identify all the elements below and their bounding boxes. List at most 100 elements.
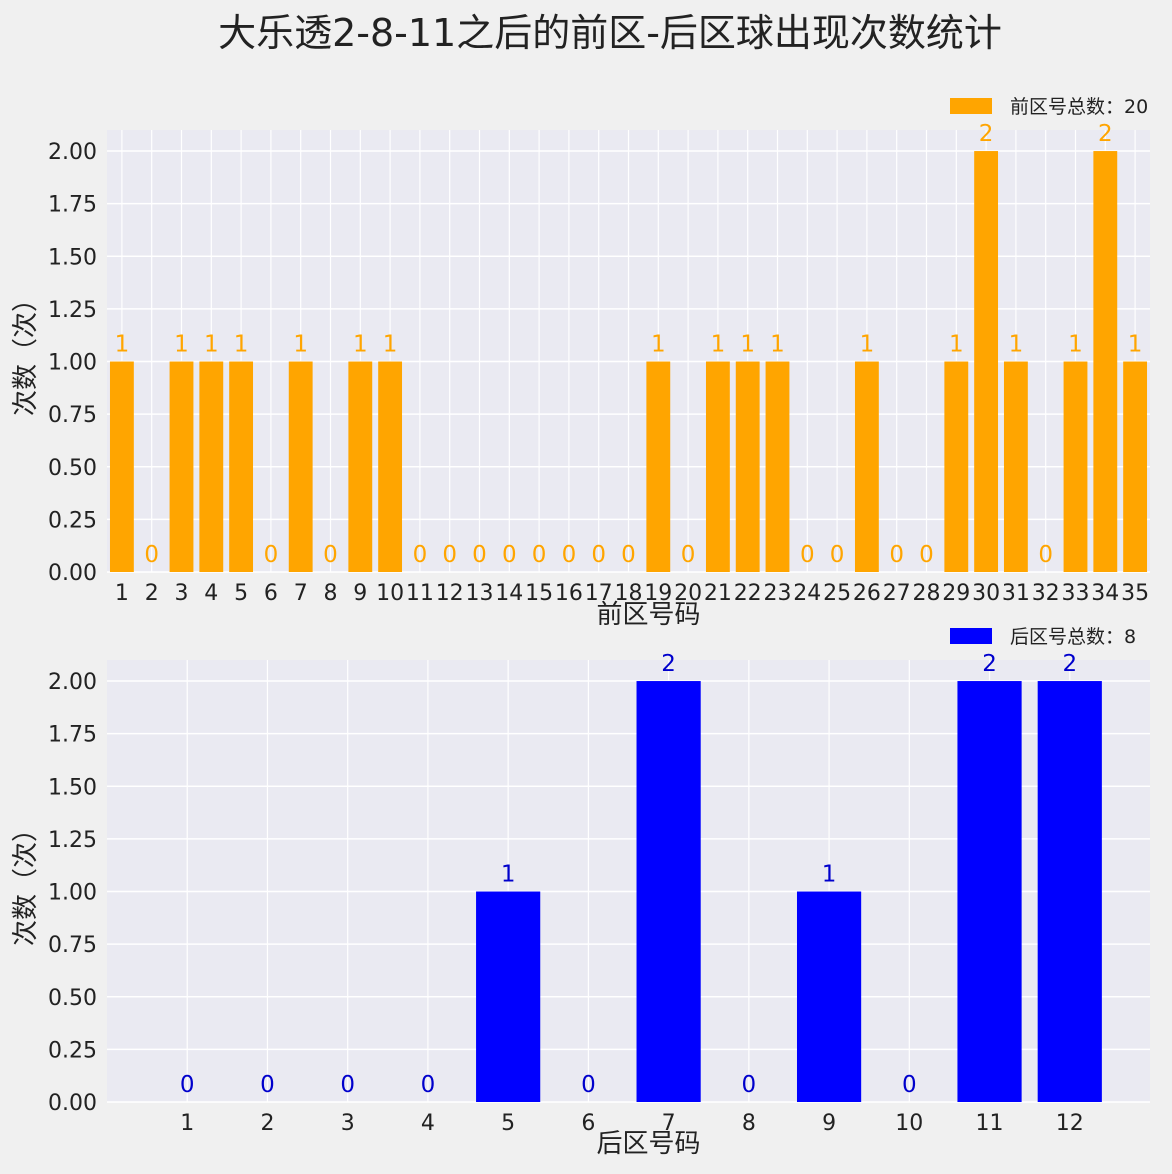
x-tick-label: 19 [644, 581, 672, 606]
x-tick-label: 10 [895, 1111, 923, 1136]
x-tick-label: 9 [353, 581, 367, 606]
x-tick-label: 3 [341, 1111, 355, 1136]
bar-value-label: 1 [174, 332, 189, 358]
x-tick-label: 27 [883, 581, 911, 606]
x-tick-label: 7 [294, 581, 308, 606]
y-tick-label: 1.25 [48, 298, 97, 323]
front-zone-chart: 0.000.250.500.751.001.251.501.752.001102… [11, 96, 1150, 630]
bar-value-label: 1 [204, 332, 219, 358]
bar-value-label: 0 [442, 542, 457, 568]
x-tick-label: 25 [823, 581, 851, 606]
y-axis-label: 次数（次） [11, 286, 41, 416]
bar-value-label: 0 [413, 542, 428, 568]
x-tick-label: 16 [555, 581, 583, 606]
y-axis-label: 次数（次） [11, 816, 41, 946]
bar-value-label: 1 [949, 332, 964, 358]
bar [288, 361, 313, 572]
bar-value-label: 0 [502, 542, 517, 568]
bar-value-label: 0 [264, 542, 279, 568]
bar [1093, 151, 1118, 573]
y-tick-label: 2.00 [48, 140, 97, 165]
bar-value-label: 0 [340, 1072, 355, 1098]
x-tick-label: 31 [1002, 581, 1030, 606]
bar [109, 361, 134, 572]
bar-value-label: 1 [740, 332, 755, 358]
bar [378, 361, 403, 572]
x-tick-label: 2 [145, 581, 159, 606]
bar-value-label: 1 [711, 332, 726, 358]
x-tick-label: 35 [1121, 581, 1149, 606]
x-tick-label: 9 [822, 1111, 836, 1136]
bar-value-label: 1 [383, 332, 398, 358]
x-tick-label: 1 [115, 581, 129, 606]
bar-value-label: 1 [115, 332, 130, 358]
x-tick-label: 1 [180, 1111, 194, 1136]
x-tick-label: 34 [1091, 581, 1119, 606]
x-tick-label: 7 [662, 1111, 676, 1136]
bar-value-label: 1 [501, 862, 516, 888]
bar-value-label: 2 [1062, 651, 1077, 677]
bar [765, 361, 790, 572]
x-tick-label: 13 [466, 581, 494, 606]
y-tick-label: 1.75 [48, 193, 97, 218]
figure-title: 大乐透2-8-11之后的前区-后区球出现次数统计 [218, 11, 1002, 55]
legend-label: 前区号总数：20 [1010, 96, 1148, 118]
bar-value-label: 0 [532, 542, 547, 568]
x-tick-label: 6 [264, 581, 278, 606]
y-tick-label: 1.25 [48, 828, 97, 853]
bar-value-label: 1 [651, 332, 666, 358]
x-tick-label: 29 [942, 581, 970, 606]
bar-value-label: 0 [902, 1072, 917, 1098]
y-tick-label: 0.00 [48, 561, 97, 586]
y-tick-label: 1.75 [48, 723, 97, 748]
bar-value-label: 1 [860, 332, 875, 358]
bar-value-label: 2 [982, 651, 997, 677]
x-tick-label: 2 [260, 1111, 274, 1136]
bar-value-label: 1 [234, 332, 249, 358]
y-tick-label: 0.25 [48, 508, 97, 533]
x-tick-label: 8 [324, 581, 338, 606]
bar-value-label: 0 [681, 542, 696, 568]
bar-value-label: 0 [742, 1072, 757, 1098]
legend-label: 后区号总数：8 [1010, 626, 1136, 648]
bar-value-label: 1 [353, 332, 368, 358]
bar [796, 891, 862, 1102]
x-tick-label: 24 [793, 581, 821, 606]
x-axis-label: 后区号码 [596, 1129, 700, 1159]
bar-value-label: 1 [822, 862, 837, 888]
bar [229, 361, 254, 572]
bar-value-label: 0 [180, 1072, 195, 1098]
bar-value-label: 1 [1128, 332, 1143, 358]
bar-value-label: 0 [581, 1072, 596, 1098]
y-tick-label: 0.25 [48, 1038, 97, 1063]
x-tick-label: 10 [376, 581, 404, 606]
x-tick-label: 14 [495, 581, 523, 606]
back-zone-chart: 0.000.250.500.751.001.251.501.752.000102… [11, 626, 1150, 1159]
bar-value-label: 1 [1068, 332, 1083, 358]
bar [735, 361, 760, 572]
x-tick-label: 8 [742, 1111, 756, 1136]
x-tick-label: 6 [581, 1111, 595, 1136]
bar-value-label: 2 [979, 121, 994, 147]
bar-value-label: 0 [621, 542, 636, 568]
bar-value-label: 0 [260, 1072, 275, 1098]
y-tick-label: 1.00 [48, 881, 97, 906]
x-tick-label: 28 [913, 581, 941, 606]
y-tick-label: 0.75 [48, 403, 97, 428]
x-tick-label: 32 [1032, 581, 1060, 606]
y-tick-label: 1.50 [48, 245, 97, 270]
bar-value-label: 1 [1009, 332, 1024, 358]
x-tick-label: 18 [615, 581, 643, 606]
legend-swatch [950, 98, 992, 114]
bar-value-label: 0 [830, 542, 845, 568]
bar-value-label: 1 [293, 332, 308, 358]
bar-value-label: 2 [661, 651, 676, 677]
bar-value-label: 0 [591, 542, 606, 568]
x-tick-label: 17 [585, 581, 613, 606]
bar-value-label: 0 [800, 542, 815, 568]
y-tick-label: 0.50 [48, 986, 97, 1011]
x-tick-label: 3 [175, 581, 189, 606]
bar [1037, 681, 1102, 1102]
bar [1123, 361, 1148, 572]
x-tick-label: 4 [204, 581, 218, 606]
